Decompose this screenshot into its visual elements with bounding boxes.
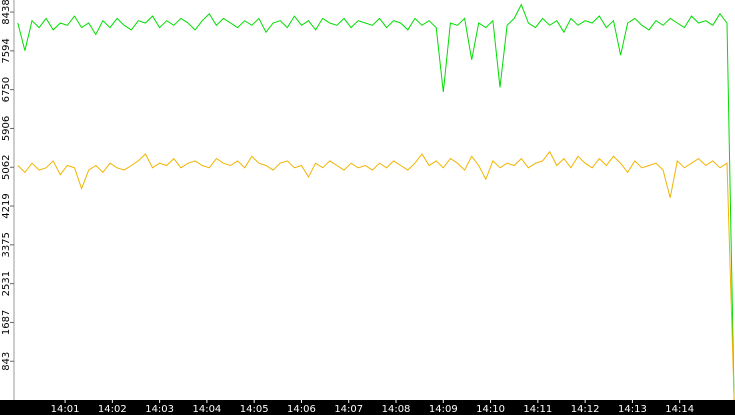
y-tick-label: 843 bbox=[1, 352, 12, 371]
y-tick-label: 8438 bbox=[1, 0, 12, 25]
series-line bbox=[17, 150, 735, 401]
x-tick-label: 14:07 bbox=[334, 404, 363, 415]
x-tick-label: 14:09 bbox=[429, 404, 458, 415]
y-tick-label: 3375 bbox=[1, 232, 12, 257]
x-tick-label: 14:04 bbox=[192, 404, 221, 415]
x-tick-label: 14:14 bbox=[665, 404, 694, 415]
x-tick-label: 14:12 bbox=[571, 404, 600, 415]
x-tick-label: 14:02 bbox=[98, 404, 127, 415]
x-tick-label: 14:05 bbox=[240, 404, 269, 415]
x-tick-label: 14:10 bbox=[476, 404, 505, 415]
x-tick-label: 14:06 bbox=[287, 404, 316, 415]
series-line bbox=[17, 3, 735, 401]
x-tick-label: 14:11 bbox=[523, 404, 552, 415]
x-axis-bar bbox=[0, 400, 735, 415]
x-tick-label: 14:13 bbox=[618, 404, 647, 415]
y-tick-label: 7594 bbox=[1, 38, 12, 63]
y-tick-label: 5062 bbox=[1, 155, 12, 180]
y-tick-label: 1687 bbox=[1, 310, 12, 335]
y-tick-label: 6750 bbox=[1, 77, 12, 102]
x-tick-label: 14:03 bbox=[145, 404, 174, 415]
x-tick-label: 14:08 bbox=[382, 404, 411, 415]
x-tick-label: 14:01 bbox=[51, 404, 80, 415]
y-tick-label: 4219 bbox=[1, 193, 12, 218]
y-tick-label: 2531 bbox=[1, 271, 12, 296]
y-tick-label: 5906 bbox=[1, 116, 12, 141]
